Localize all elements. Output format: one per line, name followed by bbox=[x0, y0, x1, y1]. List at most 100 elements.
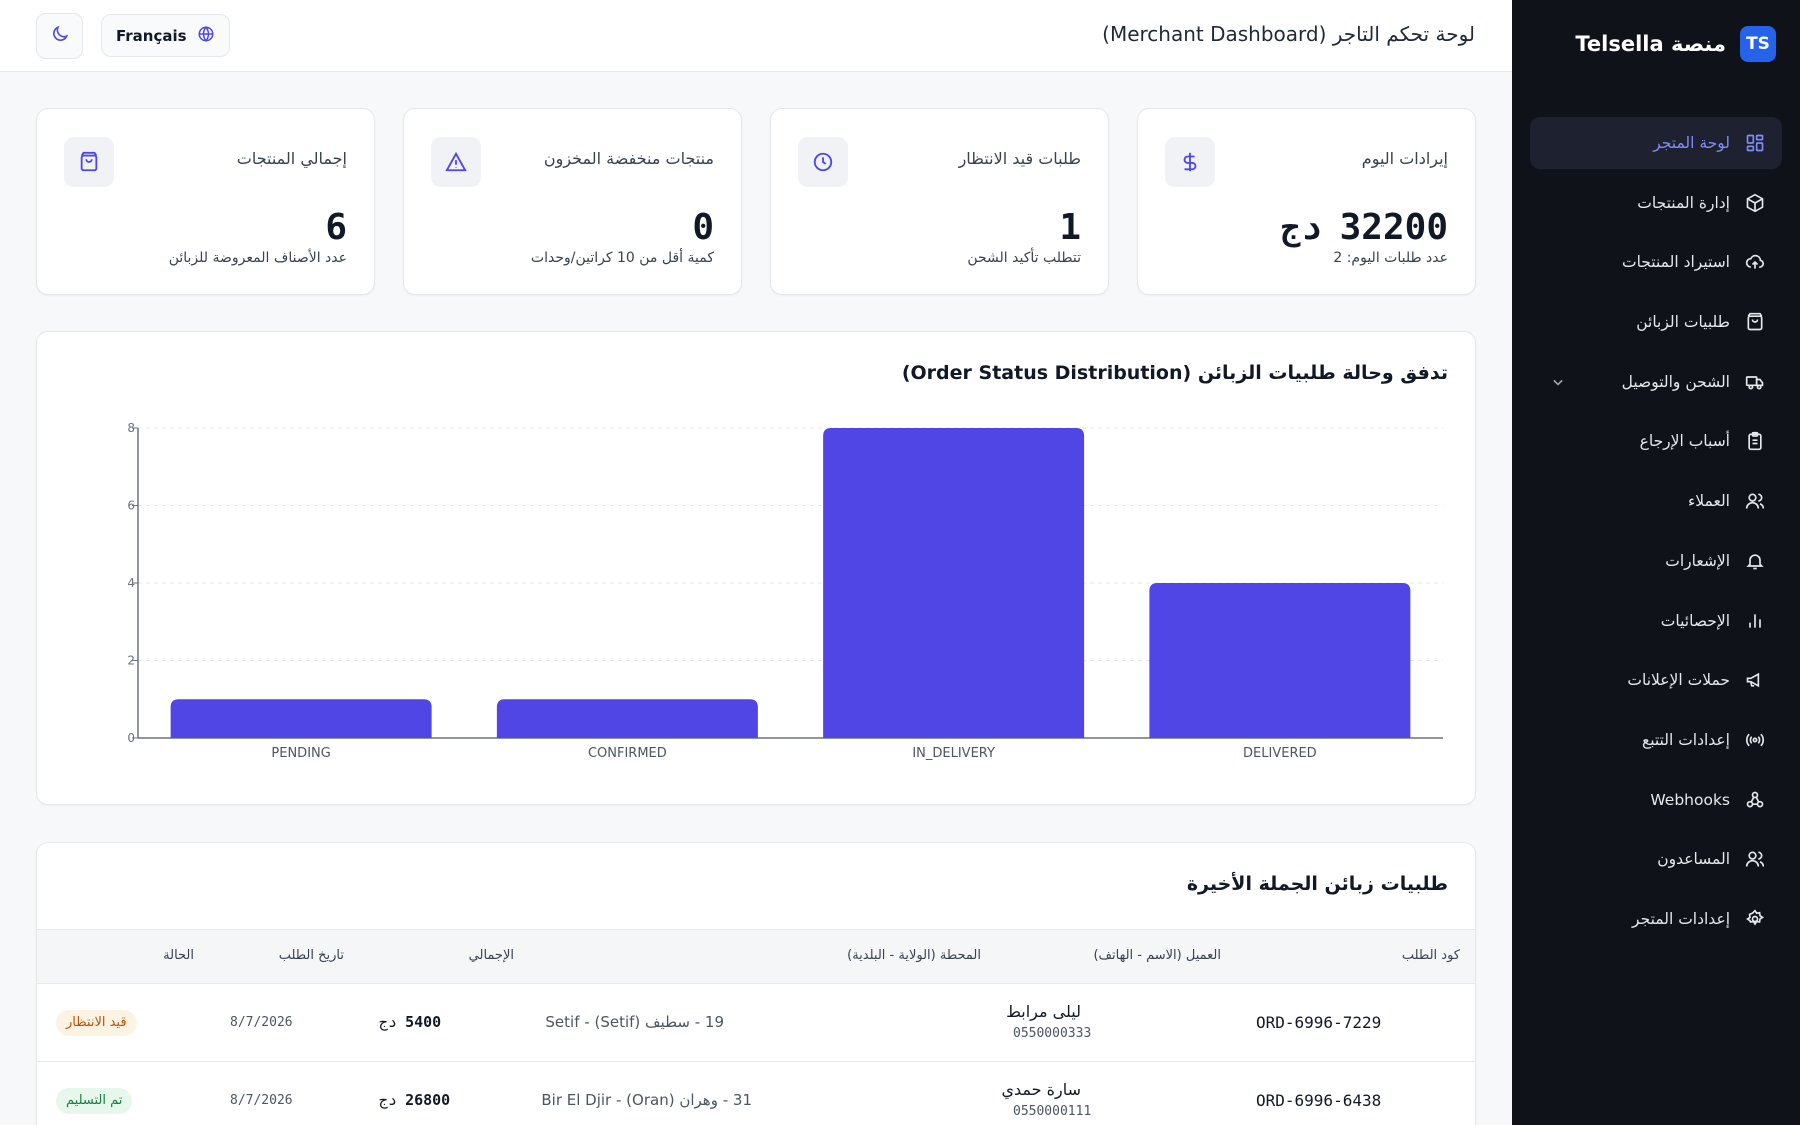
sidebar-item-label: إعدادات التتبع bbox=[1641, 730, 1730, 749]
y-tick-label: 4 bbox=[127, 576, 135, 590]
recent-orders-card: طلبيات زبائن الجملة الأخيرة كود الطلب ال… bbox=[36, 842, 1476, 1125]
globe-icon bbox=[197, 25, 215, 47]
sidebar-item-return-reasons[interactable]: أسباب الإرجاع bbox=[1530, 415, 1782, 467]
sidebar-nav: لوحة المتجر إدارة المنتجات استيراد المنت… bbox=[1530, 117, 1782, 953]
stat-subtext: عدد الأصناف المعروضة للزبائن bbox=[168, 250, 347, 266]
sidebar-item-tracking-settings[interactable]: إعدادات التتبع bbox=[1530, 714, 1782, 766]
column-header-customer: العميل (الاسم - الهاتف) bbox=[1093, 948, 1221, 963]
order-code[interactable]: ORD-6996-6438 bbox=[1256, 1091, 1382, 1110]
stat-subtext: عدد طلبات اليوم: 2 bbox=[1333, 250, 1448, 266]
bell-icon bbox=[1744, 550, 1766, 572]
x-tick-label: PENDING bbox=[271, 746, 330, 761]
chart-title: تدفق وحالة طلبيات الزبائن (Order Status … bbox=[901, 362, 1448, 384]
status-badge: قيد الانتظار bbox=[56, 1010, 137, 1036]
theme-toggle-button[interactable] bbox=[36, 13, 83, 59]
sidebar-item-label: إعدادات المتجر bbox=[1632, 909, 1730, 928]
customer-phone: 0550000333 bbox=[1013, 1026, 1092, 1041]
sidebar-item-label: لوحة المتجر bbox=[1653, 134, 1730, 152]
brand-name: منصة Telsella bbox=[1575, 32, 1726, 56]
shopping-bag-icon bbox=[1744, 311, 1766, 333]
stat-subtext: تتطلب تأكيد الشحن bbox=[967, 250, 1081, 266]
sidebar-item-customers[interactable]: العملاء bbox=[1530, 475, 1782, 527]
sidebar: TS منصة Telsella لوحة المتجر إدارة المنت… bbox=[1512, 0, 1800, 1125]
sidebar-item-label: المساعدون bbox=[1657, 850, 1730, 869]
stat-label: إجمالي المنتجات bbox=[236, 149, 347, 168]
sidebar-item-products[interactable]: إدارة المنتجات bbox=[1530, 177, 1782, 229]
y-tick-label: 6 bbox=[127, 499, 135, 513]
sidebar-item-notifications[interactable]: الإشعارات bbox=[1530, 535, 1782, 587]
language-button[interactable]: Français bbox=[101, 14, 230, 57]
stat-label: إيرادات اليوم bbox=[1361, 149, 1448, 168]
stat-value: 32200دج bbox=[1280, 207, 1448, 248]
stat-card-pending-orders: طلبات قيد الانتظار 1 تتطلب تأكيد الشحن bbox=[770, 108, 1109, 295]
x-tick-label: DELIVERED bbox=[1243, 746, 1317, 761]
sidebar-item-import-products[interactable]: استيراد المنتجات bbox=[1530, 236, 1782, 288]
y-tick-label: 0 bbox=[127, 731, 135, 745]
order-status-chart-card: تدفق وحالة طلبيات الزبائن (Order Status … bbox=[36, 331, 1476, 805]
order-code[interactable]: ORD-6996-7229 bbox=[1256, 1013, 1382, 1032]
order-date: 8/7/2026 bbox=[230, 1015, 293, 1030]
chevron-down-icon[interactable] bbox=[1548, 372, 1568, 392]
bar-chart-icon bbox=[1744, 610, 1766, 632]
bag-icon bbox=[64, 137, 114, 187]
bar-confirmed bbox=[496, 699, 758, 738]
sidebar-item-label: الإحصائيات bbox=[1660, 611, 1730, 630]
stat-card-today-revenue: إيرادات اليوم 32200دج عدد طلبات اليوم: 2 bbox=[1137, 108, 1476, 295]
stat-value: 0 bbox=[692, 207, 714, 248]
users-icon bbox=[1744, 490, 1766, 512]
table-row[interactable]: ORD-6996-7229 ليلى مرابط 0550000333 19 -… bbox=[37, 984, 1475, 1062]
sidebar-item-customer-orders[interactable]: طلبيات الزبائن bbox=[1530, 296, 1782, 348]
stat-card-low-stock: منتجات منخفضة المخزون 0 كمية أقل من 10 ك… bbox=[403, 108, 742, 295]
box-icon bbox=[1744, 192, 1766, 214]
station: 19 - سطيف (Setif) - Setif bbox=[545, 1013, 724, 1031]
sidebar-item-label: طلبيات الزبائن bbox=[1636, 313, 1730, 332]
table-row[interactable]: ORD-6996-6438 سارة حمدي 0550000111 31 - … bbox=[37, 1062, 1475, 1125]
order-total: 26800دج bbox=[379, 1091, 451, 1109]
sidebar-item-store-dashboard[interactable]: لوحة المتجر bbox=[1530, 117, 1782, 169]
megaphone-icon bbox=[1744, 669, 1766, 691]
sidebar-item-label: استيراد المنتجات bbox=[1621, 253, 1730, 272]
sidebar-item-label: Webhooks bbox=[1650, 790, 1730, 809]
y-tick-label: 8 bbox=[127, 421, 135, 435]
moon-icon bbox=[50, 24, 70, 48]
sidebar-item-label: حملات الإعلانات bbox=[1627, 671, 1730, 690]
cloud-upload-icon bbox=[1744, 251, 1766, 273]
y-tick-label: 2 bbox=[127, 654, 135, 668]
order-status-chart: 0 2 4 6 8 PENDING CONFIRMED IN_DELIVERY DELIVERE… bbox=[127, 421, 1443, 761]
sidebar-item-label: أسباب الإرجاع bbox=[1639, 432, 1730, 451]
column-header-order-code: كود الطلب bbox=[1401, 948, 1460, 963]
sidebar-item-ad-campaigns[interactable]: حملات الإعلانات bbox=[1530, 654, 1782, 706]
stat-value: 1 bbox=[1059, 207, 1081, 248]
language-label: Français bbox=[116, 26, 187, 45]
broadcast-icon bbox=[1744, 729, 1766, 751]
sidebar-item-webhooks[interactable]: Webhooks bbox=[1530, 774, 1782, 826]
stat-label: طلبات قيد الانتظار bbox=[958, 149, 1081, 168]
brand[interactable]: TS منصة Telsella bbox=[1512, 0, 1800, 88]
sidebar-item-statistics[interactable]: الإحصائيات bbox=[1530, 595, 1782, 647]
top-header: لوحة تحكم التاجر (Merchant Dashboard) Fr… bbox=[0, 0, 1512, 72]
users-icon bbox=[1744, 848, 1766, 870]
orders-title: طلبيات زبائن الجملة الأخيرة bbox=[1186, 873, 1448, 895]
order-total: 5400دج bbox=[379, 1013, 442, 1031]
sidebar-item-label: الشحن والتوصيل bbox=[1621, 372, 1730, 391]
customer-phone: 0550000111 bbox=[1013, 1104, 1092, 1119]
truck-icon bbox=[1744, 371, 1766, 393]
stat-value: 6 bbox=[325, 207, 347, 248]
bar-pending bbox=[170, 699, 432, 738]
column-header-status: الحالة bbox=[163, 948, 194, 963]
stat-card-total-products: إجمالي المنتجات 6 عدد الأصناف المعروضة ل… bbox=[36, 108, 375, 295]
sidebar-item-assistants[interactable]: المساعدون bbox=[1530, 833, 1782, 885]
column-header-station: المحطة (الولاية - البلدية) bbox=[847, 948, 981, 963]
stat-subtext: كمية أقل من 10 كراتين/وحدات bbox=[530, 250, 714, 266]
sidebar-item-store-settings[interactable]: إعدادات المتجر bbox=[1530, 893, 1782, 945]
x-tick-label: IN_DELIVERY bbox=[912, 746, 995, 761]
customer-name: ليلى مرابط bbox=[1006, 1002, 1081, 1021]
warning-icon bbox=[431, 137, 481, 187]
sidebar-item-shipping[interactable]: الشحن والتوصيل bbox=[1530, 356, 1782, 408]
order-date: 8/7/2026 bbox=[230, 1093, 293, 1108]
sidebar-item-label: العملاء bbox=[1687, 492, 1730, 511]
clock-icon bbox=[798, 137, 848, 187]
status-badge: تم التسليم bbox=[56, 1088, 133, 1114]
customer-name: سارة حمدي bbox=[1001, 1080, 1081, 1099]
gear-icon bbox=[1744, 908, 1766, 930]
